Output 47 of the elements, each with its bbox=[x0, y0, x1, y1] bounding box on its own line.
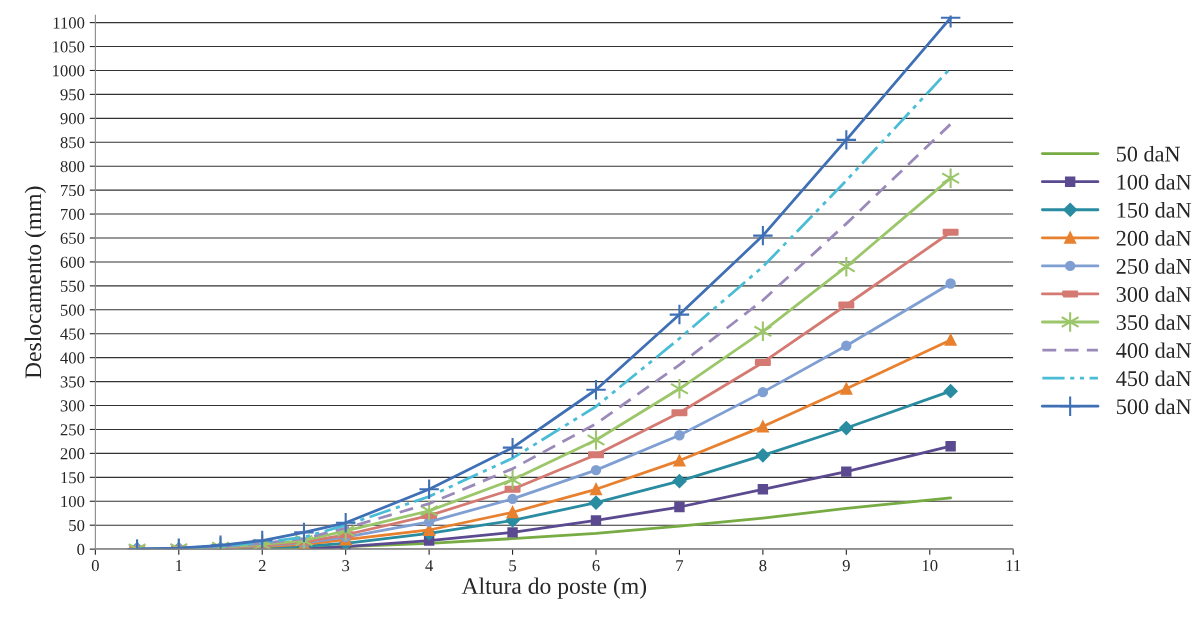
y-tick-label: 200 bbox=[60, 448, 85, 460]
x-tick-label: 5 bbox=[509, 560, 517, 572]
y-tick-label: 1000 bbox=[53, 65, 85, 77]
legend-label: 50 daN bbox=[1117, 145, 1180, 162]
x-tick-label: 9 bbox=[842, 560, 850, 572]
y-tick-label: 700 bbox=[61, 208, 85, 221]
y-tick-label: 150 bbox=[61, 472, 85, 484]
y-tick-label: 850 bbox=[60, 136, 85, 149]
legend-label: 500 daN bbox=[1117, 398, 1192, 415]
legend-label: 300 daN bbox=[1116, 286, 1192, 302]
y-tick-label: 250 bbox=[60, 424, 85, 436]
legend-label: 400 daN bbox=[1116, 342, 1192, 359]
x-tick-label: 8 bbox=[759, 560, 767, 572]
y-tick-label: 0 bbox=[77, 543, 85, 556]
y-tick-label: 1050 bbox=[53, 41, 85, 53]
y-axis-title: Deslocamento (mm) bbox=[24, 186, 47, 379]
legend-label: 250 daN bbox=[1116, 258, 1192, 274]
y-tick-label: 100 bbox=[61, 495, 85, 508]
x-tick-label: 4 bbox=[425, 560, 434, 572]
legend-label: 350 daN bbox=[1116, 314, 1192, 331]
y-tick-label: 450 bbox=[60, 328, 85, 340]
legend-label: 450 daN bbox=[1116, 370, 1192, 387]
y-tick-label: 1100 bbox=[53, 17, 85, 29]
legend-label: 200 daN bbox=[1116, 230, 1192, 246]
x-axis-title: Altura do poste (m) bbox=[461, 577, 647, 599]
x-tick-label: 10 bbox=[922, 560, 938, 572]
y-tick-label: 300 bbox=[60, 400, 85, 412]
y-tick-label: 650 bbox=[60, 232, 85, 244]
legend-label: 150 daN bbox=[1117, 202, 1192, 218]
y-tick-label: 50 bbox=[69, 519, 85, 532]
y-tick-label: 750 bbox=[61, 184, 85, 197]
y-tick-label: 900 bbox=[60, 113, 85, 125]
legend-label: 100 daN bbox=[1117, 174, 1192, 190]
y-tick-label: 550 bbox=[60, 280, 85, 292]
x-tick-label: 11 bbox=[1006, 560, 1021, 572]
y-tick-label: 350 bbox=[60, 376, 85, 388]
x-tick-label: 3 bbox=[342, 560, 350, 572]
x-tick-label: 6 bbox=[592, 560, 600, 572]
x-tick-label: 0 bbox=[91, 560, 99, 572]
y-tick-label: 950 bbox=[60, 89, 85, 101]
x-tick-label: 7 bbox=[676, 560, 684, 572]
y-tick-label: 500 bbox=[60, 304, 85, 316]
y-tick-label: 600 bbox=[60, 256, 85, 268]
y-tick-label: 400 bbox=[60, 352, 85, 364]
y-tick-label: 800 bbox=[60, 160, 85, 173]
x-tick-label: 1 bbox=[176, 560, 182, 572]
x-tick-label: 2 bbox=[258, 560, 266, 572]
